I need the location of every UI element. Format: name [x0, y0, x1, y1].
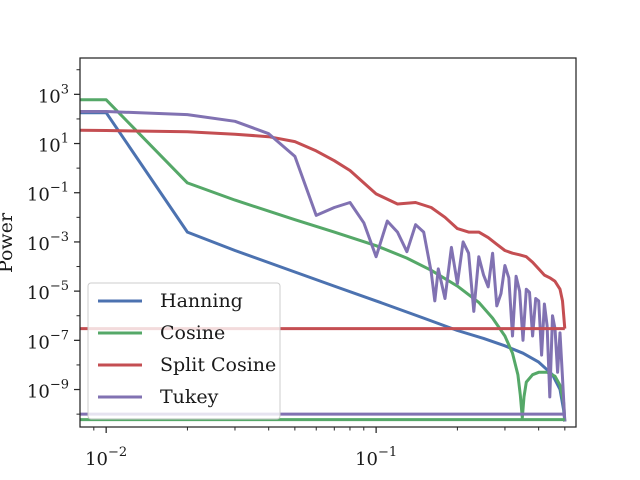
y-tick-label-base: 10 — [27, 234, 50, 255]
y-tick-label: 10−7 — [27, 328, 69, 353]
y-tick-label-exponent: −3 — [50, 230, 69, 245]
y-tick-label-base: 10 — [38, 136, 61, 157]
y-tick-label-exponent: −5 — [50, 279, 69, 294]
x-tick-label: 10−2 — [85, 445, 127, 470]
series-line-split-cosine — [80, 128, 567, 329]
y-tick-label-exponent: 1 — [61, 132, 69, 147]
y-tick-label-base: 10 — [27, 332, 50, 353]
y-tick-label-exponent: −1 — [50, 181, 69, 196]
legend-label-cosine: Cosine — [160, 322, 225, 344]
y-tick-label-exponent: −7 — [50, 328, 69, 343]
y-tick-label-base: 10 — [27, 382, 50, 403]
x-tick-label-exponent: −1 — [378, 445, 397, 460]
legend-box — [87, 282, 281, 420]
y-tick-label-base: 10 — [38, 86, 61, 107]
y-tick-label-exponent: 3 — [61, 82, 69, 97]
y-tick-label: 103 — [38, 82, 69, 107]
y-axis-label: Power — [0, 212, 17, 273]
y-tick-label-exponent: −9 — [50, 378, 69, 393]
y-tick-label-base: 10 — [27, 185, 50, 206]
x-tick-label: 10−1 — [355, 445, 397, 470]
y-tick-label: 10−1 — [27, 181, 69, 206]
x-tick-label-base: 10 — [85, 449, 108, 470]
y-tick-label: 10−3 — [27, 230, 69, 255]
plot-frame — [79, 57, 577, 428]
legend-label-hanning: Hanning — [160, 290, 243, 312]
legend-label-tukey: Tukey — [160, 386, 219, 408]
y-tick-label: 10−9 — [27, 378, 69, 403]
y-tick-label: 101 — [38, 132, 69, 157]
legend: Hanning Cosine Split Cosine Tukey — [87, 282, 281, 420]
x-tick-label-exponent: −2 — [108, 445, 127, 460]
series-line-hanning — [80, 111, 567, 422]
series-line-cosine — [80, 98, 567, 422]
x-tick-label-base: 10 — [355, 449, 378, 470]
legend-label-split-cosine: Split Cosine — [160, 354, 276, 376]
y-tick-label-base: 10 — [27, 283, 50, 304]
y-tick-label: 10−5 — [27, 279, 69, 304]
